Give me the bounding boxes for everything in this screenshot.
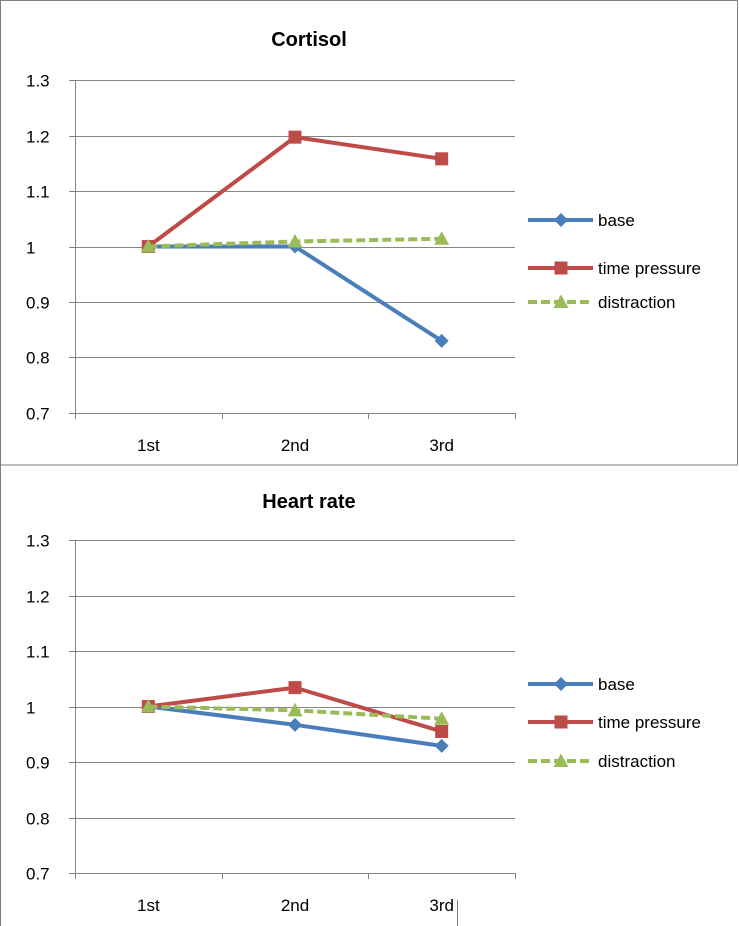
data-point-triangle [140,699,156,713]
legend: base time pressure distraction [528,675,701,771]
legend-marker-square [554,261,568,275]
legend-item-time-pressure: time pressure [528,259,701,278]
y-tick-label: 1.2 [26,588,50,607]
legend-item-base: base [528,675,635,694]
legend-marker-square [554,715,568,729]
y-tick-label: 0.7 [26,865,50,884]
x-tick-label: 1st [137,896,160,915]
x-tick-label: 3rd [429,436,454,455]
x-tick-label: 2nd [281,436,309,455]
data-point-square [288,681,302,695]
legend-item-distraction: distraction [528,293,675,312]
chart-title: Cortisol [271,29,347,51]
y-tick-label: 1.1 [26,643,50,662]
y-tick-label: 0.9 [26,294,50,313]
y-tick-label: 1.2 [26,128,50,147]
data-point-triangle [434,711,450,725]
y-tick-label: 0.9 [26,754,50,773]
series-distraction [140,231,450,253]
y-tick-label: 0.8 [26,349,50,368]
y-tick-label: 1 [26,239,35,258]
data-point-diamond [434,333,449,348]
y-tick-label: 1 [26,699,35,718]
series-base [141,239,449,348]
x-tick-label: 2nd [281,896,309,915]
data-point-diamond [288,717,302,732]
y-tick-label: 1.1 [26,183,50,202]
chart-frame-bottom [0,464,738,926]
legend-label: time pressure [598,713,701,732]
chart-heart-rate: Heart rate 0.7 0.8 0.9 1 1.1 1.2 1.3 1st 2nd 3rd ba… [26,491,701,915]
series-distraction [140,699,450,725]
legend-label: base [598,675,635,694]
legend-marker-triangle [553,753,569,767]
series-line [146,244,444,343]
data-point-square [435,152,449,166]
y-tick-label: 1.3 [26,72,50,91]
y-tick-label: 0.7 [26,405,50,424]
y-tick-label: 0.8 [26,810,50,829]
data-point-square [435,724,449,738]
data-point-diamond [434,738,449,753]
data-point-triangle [287,234,303,248]
legend-item-time-pressure: time pressure [528,713,701,732]
legend-item-distraction: distraction [528,752,675,771]
legend-label: distraction [598,293,675,312]
legend: base time pressure distraction [528,211,701,312]
data-point-triangle [287,702,303,717]
legend-marker-triangle [553,294,569,308]
legend-marker-diamond [554,213,568,227]
data-point-triangle [434,231,450,245]
y-tick-label: 1.3 [26,532,50,551]
chart-frame-top [0,0,738,466]
x-tick-label: 1st [137,436,160,455]
legend-label: distraction [598,752,675,771]
legend-label: base [598,211,635,230]
data-point-triangle [140,239,156,253]
data-point-square [288,130,302,144]
chart-cortisol: Cortisol 0.7 0.8 0.9 1 1.1 1.2 1.3 1st 2nd 3rd base… [26,29,701,455]
chart-title: Heart rate [262,491,355,513]
legend-item-base: base [528,211,635,230]
legend-label: time pressure [598,259,701,278]
x-tick-label: 3rd [429,896,454,915]
legend-marker-diamond [554,677,568,691]
